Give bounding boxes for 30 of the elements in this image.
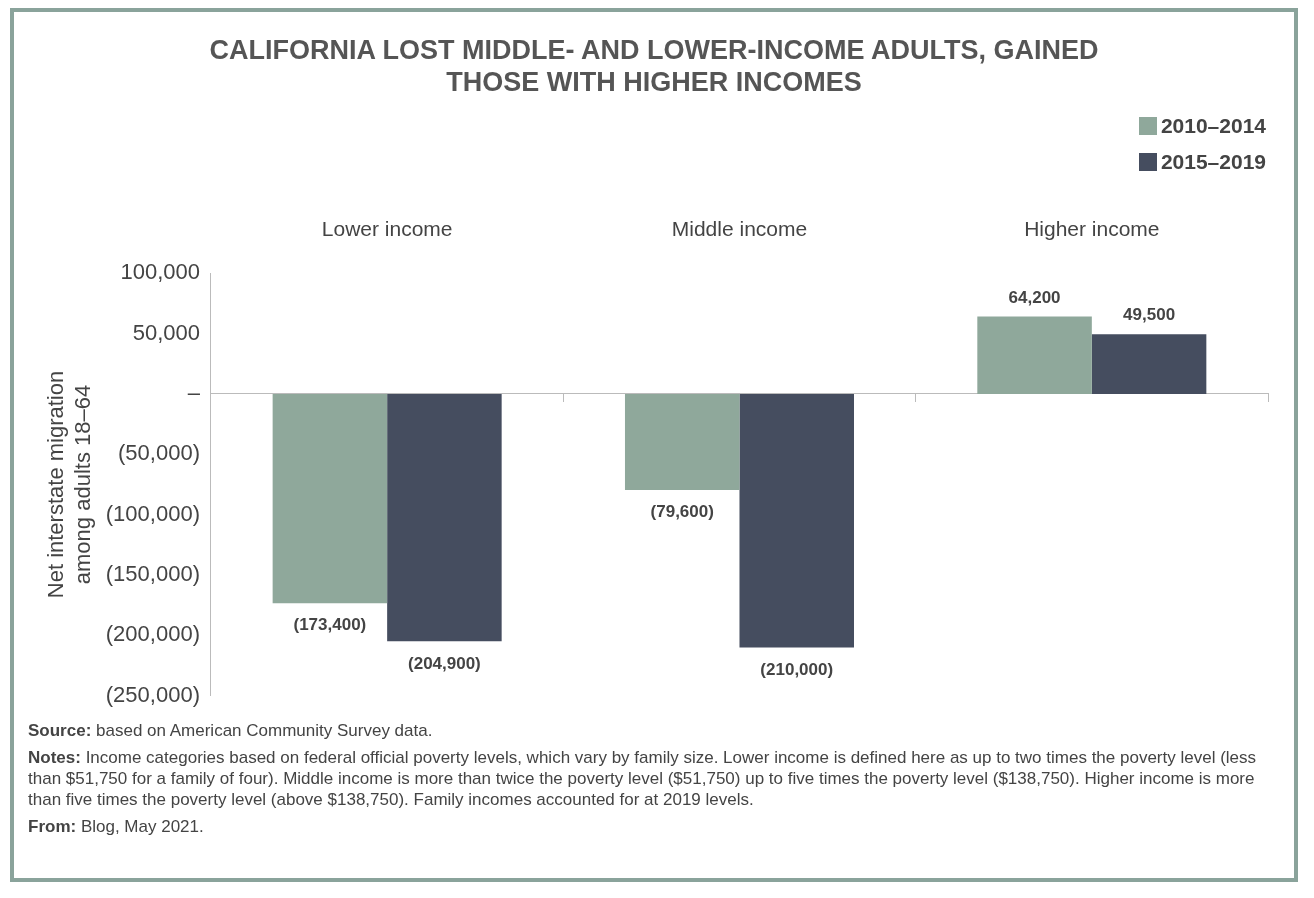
y-tick-label: (150,000): [105, 561, 200, 587]
data-label: (204,900): [408, 653, 481, 673]
y-axis-title: Net interstate migration among adults 18–64: [43, 370, 95, 599]
y-tick-label: (100,000): [105, 500, 200, 526]
bar: [977, 316, 1092, 394]
data-label: (173,400): [293, 615, 367, 635]
bar: [624, 393, 740, 491]
bar: [387, 393, 502, 642]
chart-title: CALIFORNIA LOST MIDDLE- AND LOWER-INCOME ADULTS, GAINED THOSE WITH HIGHER INCOMES: [208, 34, 1100, 98]
y-tick-label: 50,000: [132, 319, 200, 345]
legend-label: 2015–2019: [1159, 149, 1266, 175]
y-tick-label: (250,000): [105, 681, 200, 707]
legend-label: 2010–2014: [1159, 113, 1266, 139]
y-tick-label: (200,000): [105, 621, 200, 647]
x-tick-label: Lower income: [321, 217, 453, 241]
data-label: (79,600): [650, 502, 714, 522]
text: Notes: Income categories based on federal official poverty levels, which vary by family size. Lower income is defined here as up to two times the poverty level (less than $51,750 for a family of four). Middle income is more than twice the poverty level ($51,750) up to five times the poverty level ($138,750). Higher income is more than five times the poverty level (above $138,750). Family incomes accounted for at 2019 levels.: [28, 747, 1258, 810]
data-label: 49,500: [1123, 305, 1176, 325]
y-tick-label: (50,000): [118, 440, 200, 466]
bar: [739, 393, 854, 648]
bar: [272, 393, 388, 604]
bar: [1091, 334, 1207, 394]
data-label: 64,200: [1008, 287, 1061, 307]
source-note: Source: based on American Community Survey data.: [28, 720, 434, 741]
x-tick-label: Middle income: [671, 217, 808, 241]
text: From: Blog, May 2021.: [28, 816, 205, 837]
x-tick-label: Higher income: [1024, 217, 1160, 241]
y-tick-label: 100,000: [120, 259, 200, 285]
data-label: (210,000): [760, 659, 834, 679]
y-tick-label: –: [187, 380, 201, 406]
